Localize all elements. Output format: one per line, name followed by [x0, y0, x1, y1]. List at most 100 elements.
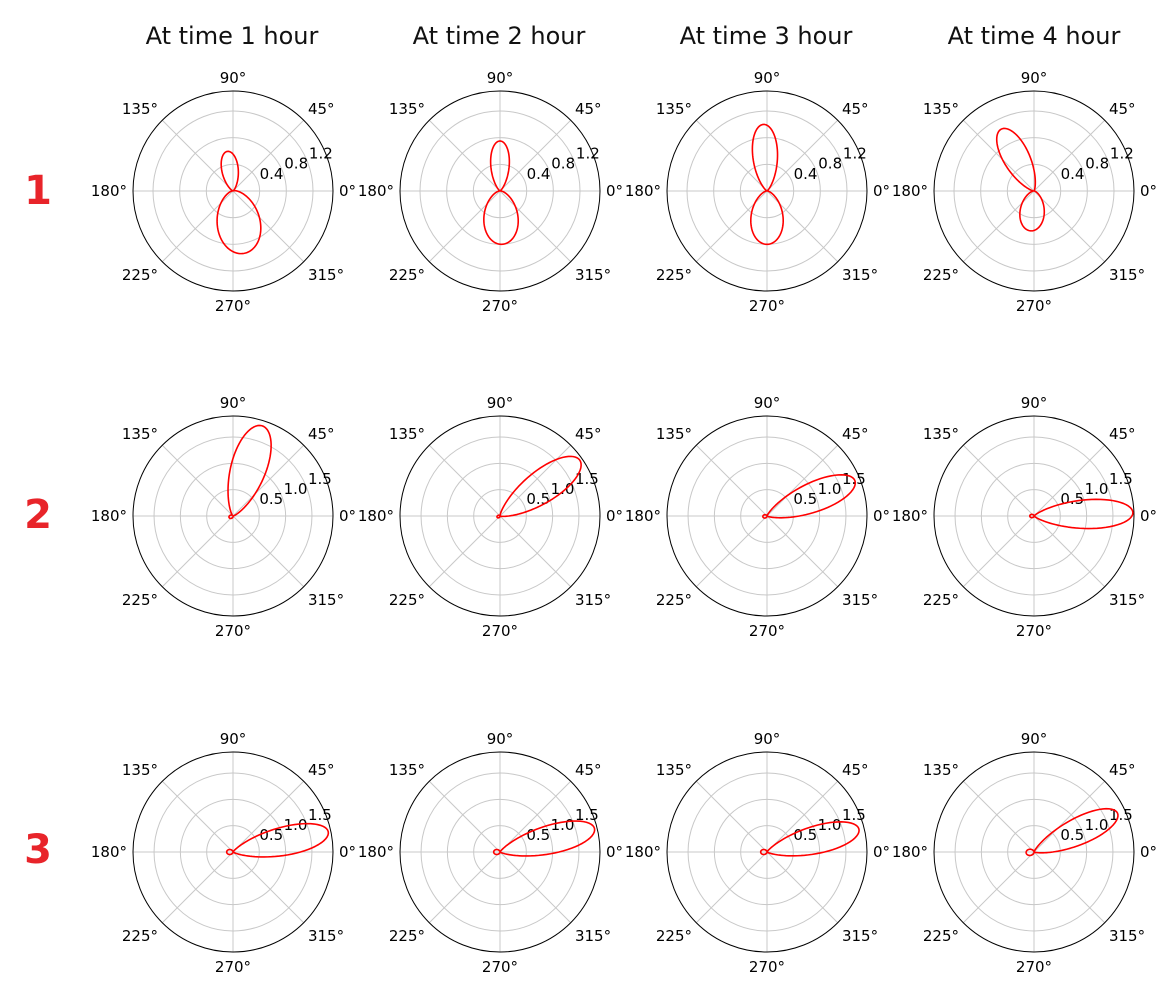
angle-label-225-r3c2: 225° — [389, 927, 425, 945]
angle-label-90-r1c2: 90° — [487, 69, 514, 87]
angle-label-135-r3c4: 135° — [923, 761, 959, 779]
angle-label-180-r3c2: 180° — [358, 843, 394, 861]
r-gridline-2-r2c3 — [687, 436, 847, 596]
angle-label-90-r2c4: 90° — [1021, 394, 1048, 412]
r-tick-label-2-r1c3: 1.2 — [843, 144, 867, 162]
angle-label-90-r3c4: 90° — [1021, 730, 1048, 748]
r-tick-label-0-r1c4: 0.4 — [1061, 165, 1085, 183]
angle-label-180-r1c3: 180° — [625, 182, 661, 200]
data-curve-r2c2 — [496, 455, 582, 519]
angle-label-270-r1c2: 270° — [482, 297, 518, 315]
angle-label-135-r2c2: 135° — [389, 425, 425, 443]
r-tick-label-2-r3c1: 1.5 — [308, 806, 332, 824]
angle-label-45-r2c1: 45° — [308, 425, 335, 443]
angle-label-0-r1c3: 0° — [873, 182, 890, 200]
column-title-2: At time 2 hour — [412, 22, 586, 50]
polar-frame-r2c3 — [666, 415, 868, 617]
r-gridline-2-r3c2 — [420, 772, 580, 932]
angle-label-0-r1c1: 0° — [339, 182, 356, 200]
r-gridline-0-r3c2 — [473, 825, 527, 879]
angle-label-135-r3c2: 135° — [389, 761, 425, 779]
r-gridline-1-r1c4 — [980, 137, 1088, 245]
r-gridline-0-r2c1 — [206, 489, 260, 543]
angle-label-90-r1c1: 90° — [220, 69, 247, 87]
angle-label-225-r1c3: 225° — [656, 266, 692, 284]
angle-label-270-r3c2: 270° — [482, 958, 518, 976]
r-gridline-2-r3c1 — [153, 772, 313, 932]
angle-label-45-r3c2: 45° — [575, 761, 602, 779]
angle-label-225-r1c4: 225° — [923, 266, 959, 284]
r-gridline-2-r3c3 — [687, 772, 847, 932]
r-tick-label-1-r1c2: 0.8 — [551, 155, 575, 173]
polar-frame-r2c1 — [132, 415, 334, 617]
spoke-315-r2c1 — [232, 515, 305, 588]
angle-label-270-r1c3: 270° — [749, 297, 785, 315]
r-gridline-2-r1c2 — [419, 110, 581, 272]
angle-label-225-r2c4: 225° — [923, 591, 959, 609]
r-tick-label-0-r2c3: 0.5 — [793, 490, 817, 508]
angle-label-315-r3c1: 315° — [308, 927, 344, 945]
angle-label-0-r2c2: 0° — [606, 507, 623, 525]
angle-label-180-r2c2: 180° — [358, 507, 394, 525]
polar-frame-r3c4 — [933, 751, 1135, 953]
angle-label-225-r2c1: 225° — [122, 591, 158, 609]
spoke-315-r2c3 — [766, 515, 839, 588]
spoke-315-r1c4 — [1033, 190, 1106, 263]
angle-label-0-r3c1: 0° — [339, 843, 356, 861]
angle-label-135-r1c4: 135° — [923, 100, 959, 118]
angle-label-315-r2c4: 315° — [1109, 591, 1145, 609]
spoke-45-r2c4 — [1033, 444, 1106, 517]
spoke-45-r1c4 — [1033, 119, 1106, 192]
r-gridline-0-r3c1 — [206, 825, 260, 879]
angle-label-270-r3c4: 270° — [1016, 958, 1052, 976]
angle-label-315-r1c3: 315° — [842, 266, 878, 284]
spoke-225-r1c2 — [428, 190, 501, 263]
polar-frame-r3c2 — [399, 751, 601, 953]
column-title-1: At time 1 hour — [145, 22, 319, 50]
angle-label-270-r3c1: 270° — [215, 958, 251, 976]
r-gridline-0-r2c2 — [473, 489, 527, 543]
data-curve-r3c3 — [759, 821, 860, 857]
r-tick-label-0-r2c1: 0.5 — [259, 490, 283, 508]
data-curve-r1c4 — [995, 127, 1046, 232]
angle-label-0-r2c4: 0° — [1140, 507, 1157, 525]
angle-label-270-r1c1: 270° — [215, 297, 251, 315]
r-tick-label-2-r1c4: 1.2 — [1110, 144, 1134, 162]
spoke-225-r2c1 — [161, 515, 234, 588]
spoke-315-r2c4 — [1033, 515, 1106, 588]
angle-label-90-r2c3: 90° — [754, 394, 781, 412]
angle-label-315-r1c1: 315° — [308, 266, 344, 284]
data-curve-r2c4 — [1028, 498, 1134, 530]
angle-label-180-r2c4: 180° — [892, 507, 928, 525]
r-tick-label-0-r2c4: 0.5 — [1060, 490, 1084, 508]
angle-label-135-r2c1: 135° — [122, 425, 158, 443]
angle-label-45-r1c2: 45° — [575, 100, 602, 118]
angle-label-0-r3c2: 0° — [606, 843, 623, 861]
column-title-4: At time 4 hour — [947, 22, 1121, 50]
spoke-45-r3c2 — [499, 780, 572, 853]
spoke-135-r3c2 — [428, 780, 501, 853]
spoke-135-r2c3 — [695, 444, 768, 517]
spoke-135-r3c3 — [695, 780, 768, 853]
spoke-225-r3c2 — [428, 851, 501, 924]
r-tick-label-1-r2c3: 1.0 — [818, 480, 842, 498]
data-curve-r2c3 — [762, 474, 857, 519]
spoke-225-r3c4 — [962, 851, 1035, 924]
angle-label-315-r2c3: 315° — [842, 591, 878, 609]
angle-label-90-r1c4: 90° — [1021, 69, 1048, 87]
r-gridline-2-r2c2 — [420, 436, 580, 596]
spoke-135-r3c1 — [161, 780, 234, 853]
spoke-45-r3c1 — [232, 780, 305, 853]
r-gridline-1-r3c1 — [179, 798, 287, 906]
angle-label-90-r3c1: 90° — [220, 730, 247, 748]
angle-label-315-r3c2: 315° — [575, 927, 611, 945]
spoke-135-r1c3 — [695, 119, 768, 192]
r-tick-label-1-r1c4: 0.8 — [1085, 155, 1109, 173]
r-gridline-1-r3c4 — [980, 798, 1088, 906]
spoke-45-r3c3 — [766, 780, 839, 853]
spoke-225-r3c1 — [161, 851, 234, 924]
r-gridline-1-r3c3 — [713, 798, 821, 906]
r-tick-label-2-r2c4: 1.5 — [1109, 470, 1133, 488]
r-tick-label-2-r1c2: 1.2 — [576, 144, 600, 162]
angle-label-225-r3c1: 225° — [122, 927, 158, 945]
